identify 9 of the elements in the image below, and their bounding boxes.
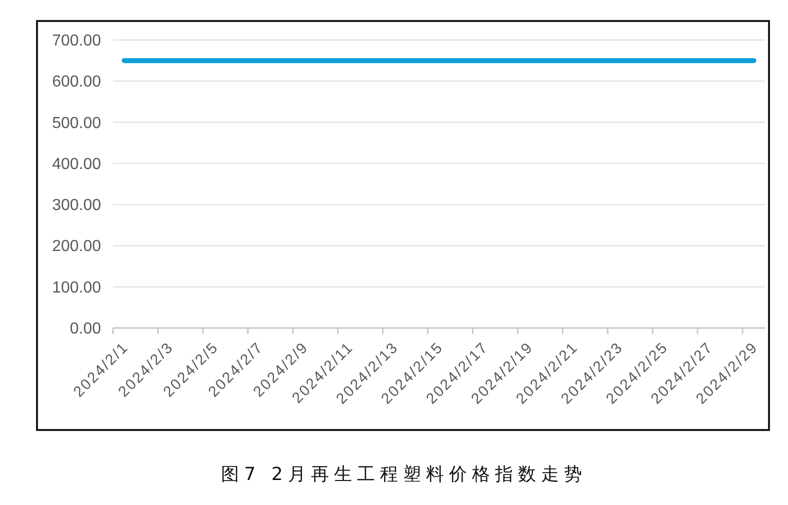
y-tick-label: 0.00 <box>70 320 102 338</box>
y-tick-label: 200.00 <box>52 238 102 256</box>
y-tick-label: 100.00 <box>52 279 102 296</box>
text: 图7 2月再生工程塑料价格指数走势 <box>221 464 587 485</box>
y-tick-label: 500.00 <box>52 114 102 132</box>
y-tick-label: 300.00 <box>52 197 102 214</box>
y-tick-label: 700.00 <box>52 32 102 50</box>
y-tick-label: 400.00 <box>52 156 102 173</box>
y-tick-label: 600.00 <box>52 74 102 91</box>
